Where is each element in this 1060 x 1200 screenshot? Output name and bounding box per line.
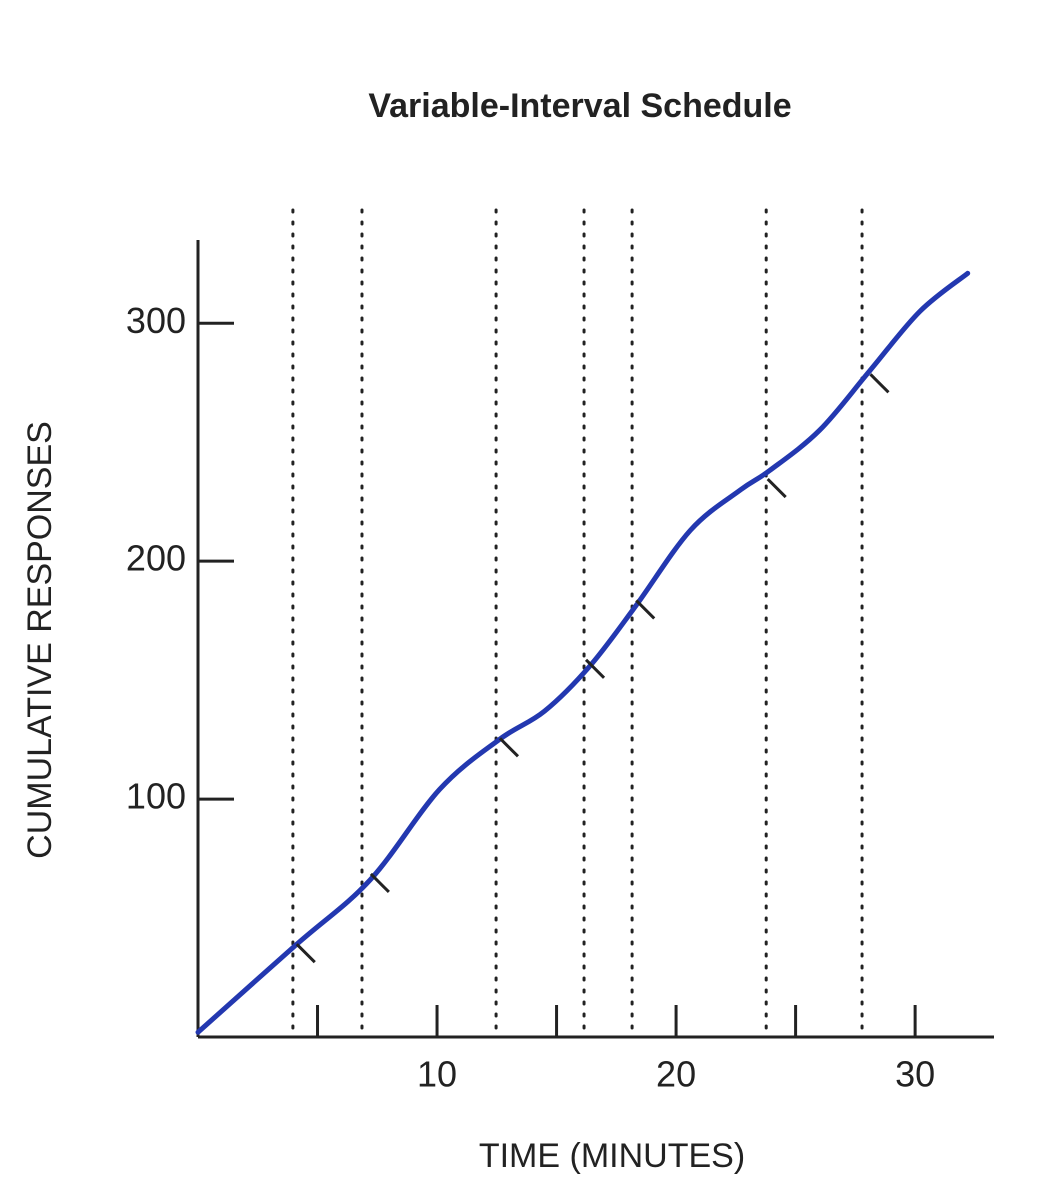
reinforcement-mark: [584, 658, 606, 679]
x-tick-label: 20: [656, 1054, 696, 1095]
reinforcement-mark: [498, 737, 520, 758]
y-axis-label: CUMULATIVE RESPONSES: [21, 421, 59, 859]
x-tick-label: 30: [895, 1054, 935, 1095]
x-axis-label: TIME (MINUTES): [479, 1137, 745, 1175]
y-tick-label: 200: [126, 538, 186, 579]
response-curve: [195, 270, 971, 1035]
x-tick-label: 10: [417, 1054, 457, 1095]
reinforcement-mark: [295, 943, 316, 964]
reinforcement-mark: [369, 872, 390, 894]
reinforcement-mark: [869, 373, 890, 394]
reinforcement-mark: [766, 477, 787, 499]
y-tick-label: 100: [126, 776, 186, 817]
y-tick-label: 300: [126, 300, 186, 341]
chart-title: Variable-Interval Schedule: [368, 87, 791, 125]
reinforcement-mark: [635, 599, 656, 620]
